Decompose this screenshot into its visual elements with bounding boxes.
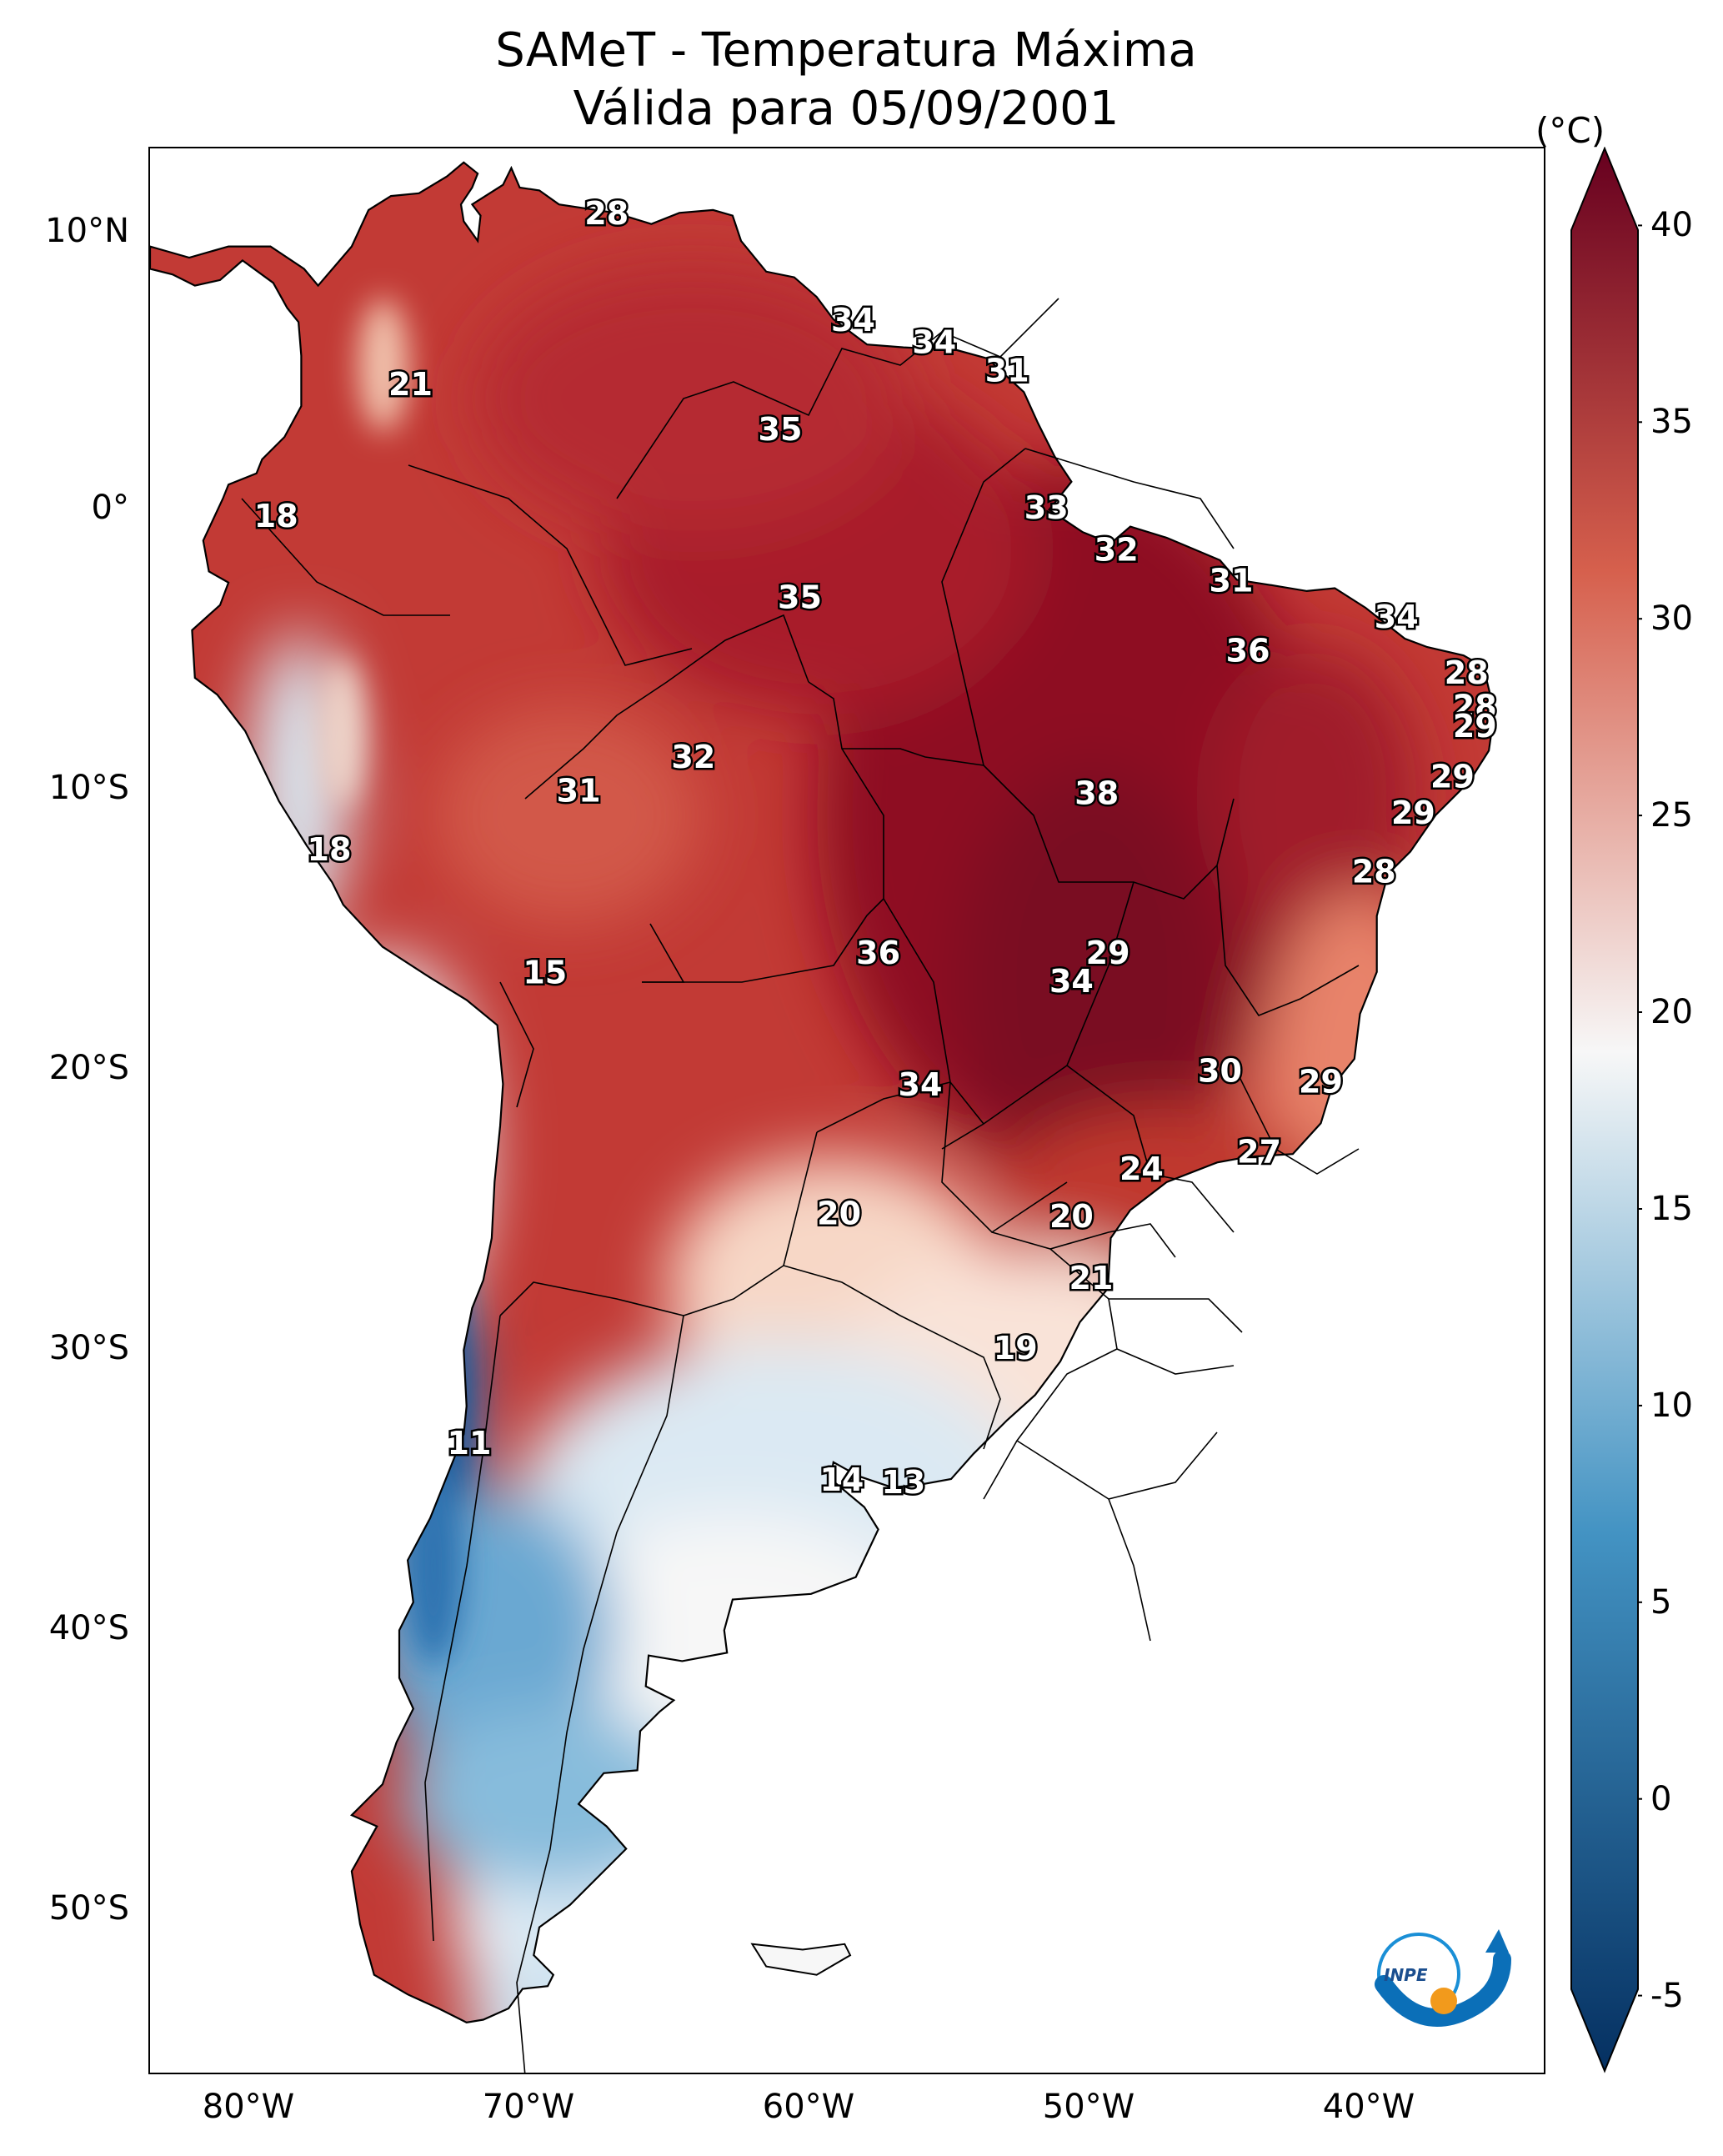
- temperature-label: 18: [308, 831, 352, 868]
- lat-tick-10n: 10°N: [45, 212, 129, 250]
- colorbar-tick-label: 15: [1650, 1190, 1693, 1228]
- coastline: [150, 161, 1495, 2023]
- temperature-label: 33: [1024, 489, 1069, 526]
- temperature-label: 27: [1237, 1134, 1281, 1171]
- temperature-label: 20: [817, 1196, 861, 1232]
- map-panel: 28 21 34 34 31 35 33 18 32 31 35 34 36 28 28 29 32 29 31 38…: [148, 147, 1545, 2074]
- colorbar-tick-label: 10: [1650, 1386, 1693, 1425]
- colorbar-tick-label: -5: [1650, 1976, 1684, 2015]
- temperature-label: 28: [1453, 689, 1497, 725]
- lon-tick-40w: 40°W: [1322, 2088, 1415, 2126]
- temperature-label: 21: [388, 366, 433, 403]
- temperature-label: 28: [584, 195, 629, 232]
- colorbar-tick-label: 5: [1650, 1582, 1672, 1622]
- colorbar-tick-label: 30: [1650, 599, 1693, 639]
- temperature-label: 36: [1226, 632, 1270, 669]
- temperature-label: 34: [899, 1066, 943, 1103]
- temperature-label: 11: [448, 1425, 492, 1462]
- temperature-label: 30: [1198, 1052, 1242, 1089]
- colorbar-tick-label: 20: [1650, 993, 1693, 1031]
- temperature-label: 14: [819, 1462, 864, 1498]
- lat-tick-10s: 10°S: [48, 769, 129, 807]
- map-title: SAMeT - Temperatura Máxima: [495, 23, 1197, 78]
- temperature-label: 34: [1049, 963, 1094, 1000]
- temperature-label: 15: [523, 955, 567, 991]
- temperature-label: 24: [1119, 1151, 1164, 1187]
- temperature-label: 32: [671, 739, 715, 775]
- lat-tick-40s: 40°S: [48, 1609, 129, 1647]
- temperature-label: 36: [856, 935, 900, 971]
- temperature-label: 31: [557, 772, 601, 809]
- colorbar: [1570, 147, 1642, 2073]
- temperature-label: 29: [1299, 1064, 1343, 1101]
- temperature-label: 31: [985, 352, 1029, 389]
- lat-tick-20s: 20°S: [48, 1049, 129, 1087]
- temperature-label: 19: [994, 1330, 1038, 1366]
- colorbar-unit: (°C): [1535, 110, 1605, 151]
- falkland-islands: [750, 1943, 852, 1976]
- temperature-label: 29: [1453, 708, 1497, 745]
- temperature-label: 29: [1086, 935, 1130, 971]
- lon-tick-50w: 50°W: [1042, 2088, 1135, 2126]
- colorbar-tick-label: 25: [1650, 796, 1693, 835]
- temperature-label: 34: [1375, 599, 1419, 635]
- lon-tick-70w: 70°W: [482, 2088, 575, 2126]
- logo-text: INPE: [1384, 1965, 1428, 1985]
- temperature-label: 28: [1352, 854, 1396, 890]
- temperature-label: 13: [881, 1464, 925, 1501]
- colorbar-tick-label: 40: [1650, 206, 1693, 245]
- colorbar-tick-label: 35: [1650, 403, 1693, 442]
- temperature-label: 29: [1430, 759, 1475, 795]
- temperature-label: 20: [1049, 1198, 1094, 1235]
- temperature-field: [150, 162, 1495, 2023]
- temperature-label: 32: [1094, 531, 1139, 568]
- temperature-label: 34: [912, 324, 956, 361]
- lon-tick-80w: 80°W: [202, 2088, 295, 2126]
- temperature-label: 29: [1391, 795, 1435, 831]
- temperature-label: 31: [1210, 562, 1254, 599]
- inpe-logo: INPE: [1375, 1929, 1511, 2027]
- lon-tick-60w: 60°W: [762, 2088, 855, 2126]
- temperature-label: 18: [254, 498, 298, 534]
- temperature-label: 35: [778, 579, 822, 616]
- country-borders: [241, 298, 1360, 2073]
- temperature-label: 28: [1445, 654, 1489, 691]
- temperature-label: 34: [831, 302, 875, 338]
- lat-tick-0: 0°: [91, 489, 129, 527]
- temperature-label: 35: [759, 411, 803, 448]
- temperature-label: 21: [1069, 1260, 1114, 1296]
- lat-tick-30s: 30°S: [48, 1329, 129, 1367]
- colorbar-tick-label: 0: [1650, 1779, 1672, 1818]
- temperature-label: 38: [1074, 775, 1119, 812]
- lat-tick-50s: 50°S: [48, 1889, 129, 1928]
- map-subtitle: Válida para 05/09/2001: [573, 82, 1119, 136]
